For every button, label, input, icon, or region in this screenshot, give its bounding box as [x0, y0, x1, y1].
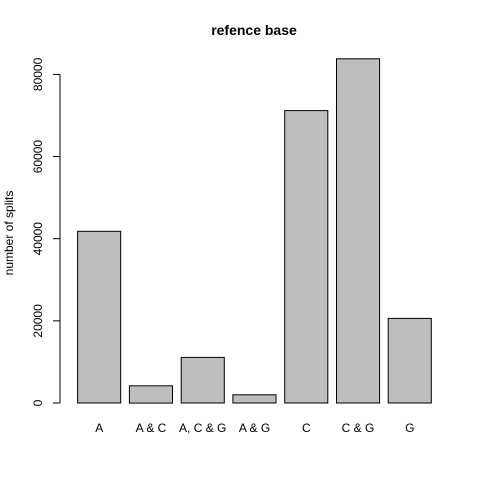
- y-axis: 0 20000 40000 60000 80000: [31, 57, 61, 406]
- y-axis-label: number of splits: [2, 191, 16, 276]
- chart-title: refence base: [211, 22, 297, 38]
- x-tick-label: C & G: [342, 421, 375, 435]
- bar-1: [77, 230, 122, 404]
- x-tick-label: A & G: [239, 421, 270, 435]
- bar-3: [180, 356, 225, 404]
- x-tick-label: A: [95, 421, 103, 435]
- y-tick-label: 40000: [31, 222, 45, 256]
- x-tick-label: G: [405, 421, 414, 435]
- bar-2: [128, 385, 173, 404]
- bar-5: [284, 110, 329, 404]
- bar-4: [232, 394, 277, 404]
- y-tick-label: 20000: [31, 304, 45, 338]
- y-tick-label: 80000: [31, 57, 45, 91]
- x-tick-label: A & C: [136, 421, 167, 435]
- x-tick-label: A, C & G: [179, 421, 226, 435]
- bar-7: [387, 317, 432, 404]
- x-axis-labels: A A & C A, C & G A & G C C & G G: [95, 421, 414, 435]
- x-tick-label: C: [302, 421, 311, 435]
- y-tick-label: 60000: [31, 140, 45, 174]
- y-tick-label: 0: [31, 399, 45, 406]
- bar-6: [336, 58, 381, 404]
- bars-group: [77, 58, 432, 404]
